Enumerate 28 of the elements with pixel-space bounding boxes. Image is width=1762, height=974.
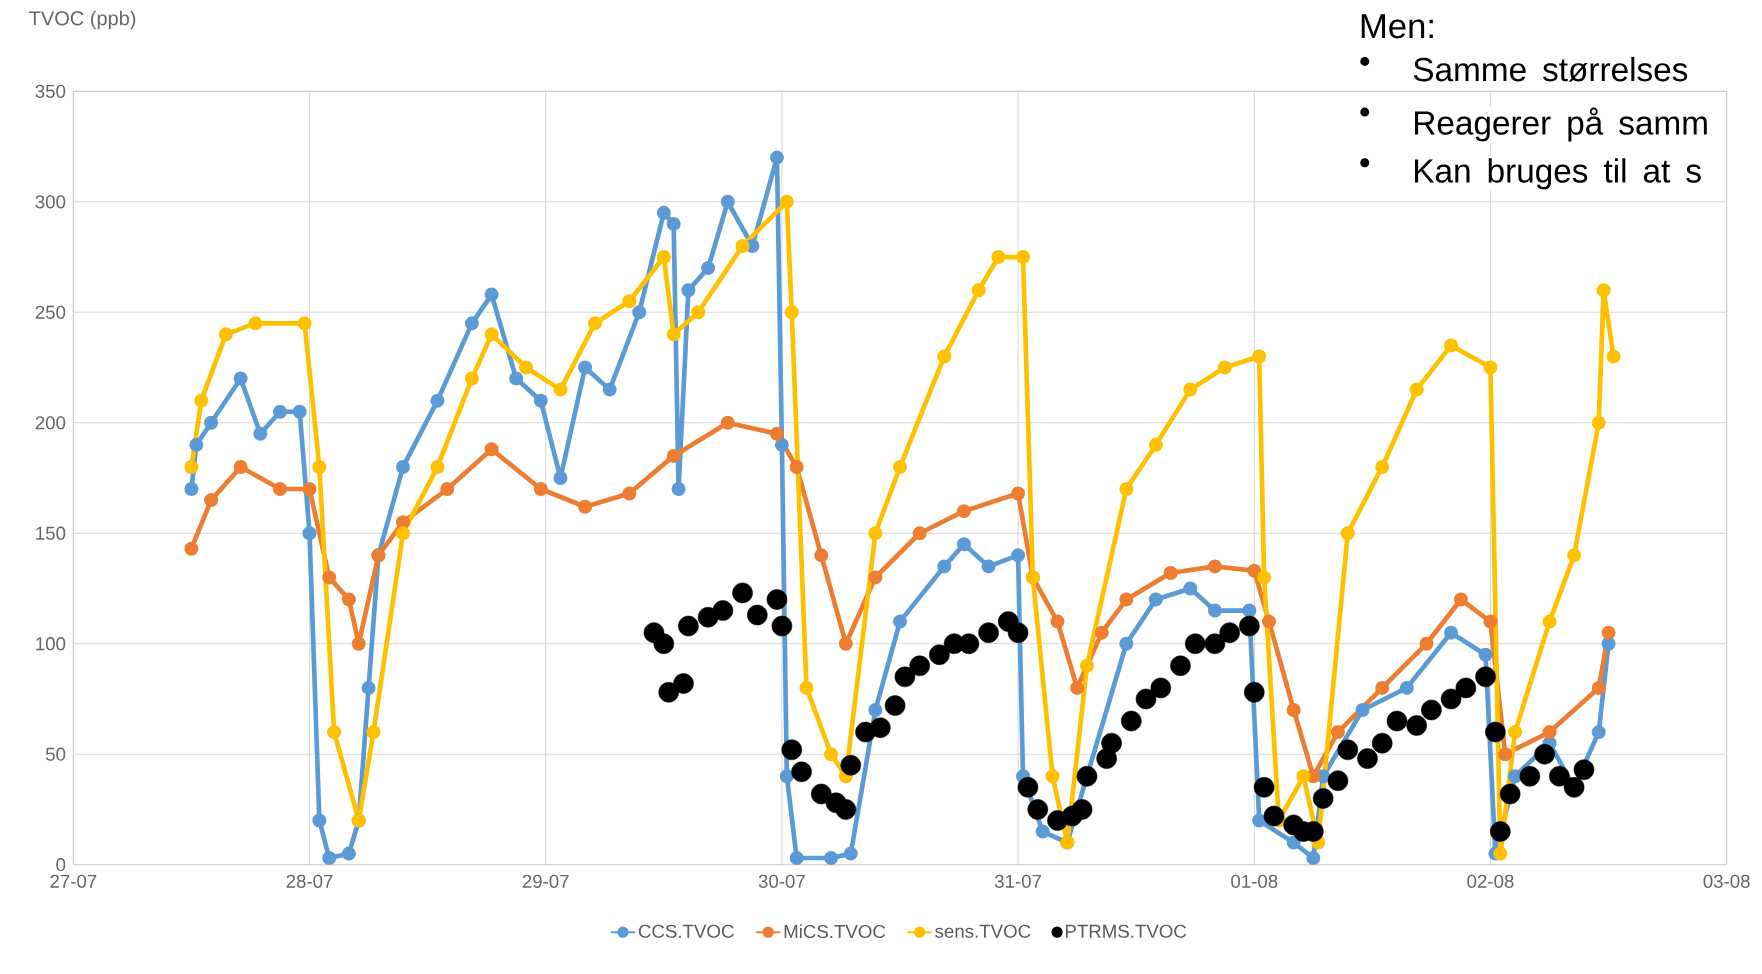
annotation: • bbox=[1360, 158, 1370, 168]
x-tick-label: 01-08 bbox=[1231, 874, 1278, 888]
y-tick-label: 200 bbox=[35, 416, 66, 430]
y-tick-label: 300 bbox=[35, 195, 66, 209]
x-tick-label: 03-08 bbox=[1703, 874, 1750, 888]
legend-label: MiCS.TVOC bbox=[784, 924, 886, 939]
x-tick-label: 27-07 bbox=[50, 874, 97, 888]
y-tick-label: 100 bbox=[36, 637, 66, 651]
annotation: • bbox=[1360, 107, 1370, 117]
annotation: Kan bruges til at s bbox=[1415, 158, 1701, 190]
text: • bbox=[1360, 56, 1370, 66]
y-tick-label: 0 bbox=[56, 858, 66, 872]
legend-label: CCS.TVOC bbox=[638, 924, 734, 938]
annotation: Reagerer på samm bbox=[1415, 107, 1707, 142]
text: Men: bbox=[1361, 14, 1433, 39]
text: Samme størrelses bbox=[1413, 56, 1688, 82]
legend-label: sens.TVOC bbox=[935, 924, 1031, 938]
x-tick-label: 30-07 bbox=[758, 874, 805, 888]
x-tick-label: 31-07 bbox=[994, 874, 1042, 888]
x-tick-label: 29-07 bbox=[522, 874, 569, 888]
y-tick-label: 50 bbox=[45, 747, 66, 761]
x-tick-label: 28-07 bbox=[286, 874, 333, 888]
legend-label: PTRMS.TVOC bbox=[1065, 924, 1187, 938]
y-tick-label: 350 bbox=[35, 84, 66, 98]
y-axis-title: TVOC (ppb) bbox=[29, 10, 136, 30]
y-tick-label: 250 bbox=[35, 305, 66, 319]
x-tick-label: 02-08 bbox=[1467, 874, 1514, 888]
y-tick-label: 150 bbox=[36, 526, 66, 540]
